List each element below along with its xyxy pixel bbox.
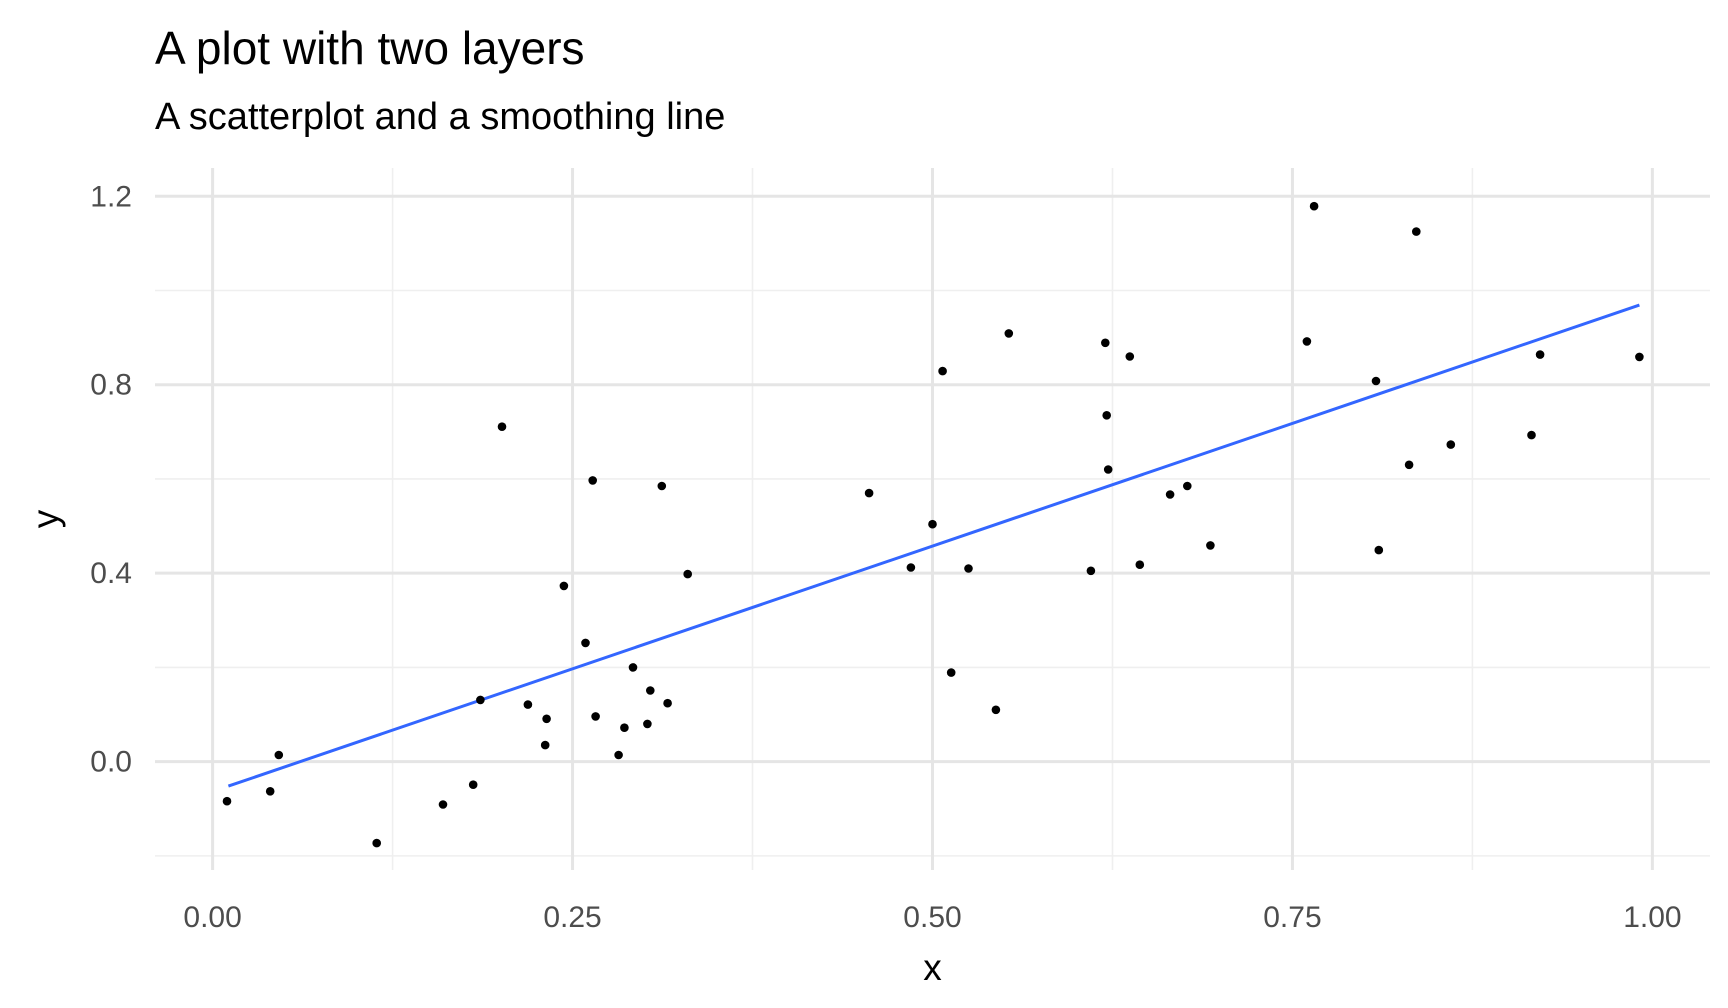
scatter-point	[1183, 481, 1192, 491]
x-tick-label: 0.00	[183, 901, 241, 934]
scatter-point	[1102, 411, 1111, 420]
scatter-point	[468, 780, 478, 789]
scatter-point	[1527, 430, 1536, 440]
scatter-point	[628, 663, 638, 672]
scatter-point	[559, 581, 569, 591]
scatter-point	[222, 796, 232, 806]
scatter-point	[1635, 352, 1644, 362]
scatter-point	[1086, 566, 1096, 576]
scatter-point	[1004, 329, 1014, 338]
scatter-point	[1535, 350, 1545, 359]
scatter-point	[476, 695, 485, 705]
scatter-point	[274, 750, 284, 760]
y-tick-label: 0.0	[90, 746, 132, 779]
scatter-point	[1446, 440, 1456, 449]
scatter-point	[588, 476, 597, 485]
scatter-point	[683, 569, 692, 579]
scatter-point	[946, 668, 956, 677]
scatter-point	[581, 638, 590, 648]
x-axis-title: x	[923, 947, 942, 988]
scatter-point	[265, 787, 275, 796]
scatter-point	[864, 488, 874, 498]
scatter-point	[906, 563, 916, 572]
scatter-point	[1404, 460, 1414, 470]
scatter-point	[1371, 376, 1381, 386]
scatter-point	[1103, 465, 1113, 474]
scatter-point	[991, 705, 1001, 715]
scatter-point	[1206, 541, 1215, 550]
y-tick-label: 0.4	[90, 557, 132, 590]
scatter-point	[1302, 337, 1312, 346]
scatter-point	[540, 740, 550, 750]
scatter-point	[1165, 490, 1175, 499]
chart-title: A plot with two layers	[155, 22, 585, 74]
chart-subtitle: A scatterplot and a smoothing line	[155, 96, 726, 138]
scatter-point	[1374, 545, 1384, 555]
scatter-point	[928, 519, 937, 529]
scatter-point	[542, 714, 551, 724]
scatter-point	[438, 800, 448, 809]
y-tick-label: 0.8	[90, 369, 132, 402]
x-tick-label: 0.50	[903, 901, 961, 934]
scatter-point	[1101, 338, 1110, 348]
scatter-point	[1412, 227, 1421, 236]
scatter-point	[643, 719, 652, 729]
scatter-point	[372, 838, 382, 848]
y-tick-label: 1.2	[90, 180, 132, 213]
data-layer	[222, 201, 1644, 848]
scatter-point	[646, 686, 655, 695]
y-axis-title: y	[25, 509, 66, 528]
scatter-point	[620, 723, 629, 732]
scatter-point	[523, 700, 533, 709]
x-tick-label: 0.25	[543, 901, 601, 934]
scatter-point	[497, 422, 507, 432]
scatter-point	[938, 366, 947, 376]
scatter-point	[1125, 352, 1135, 361]
axis-labels: 0.00 0.25 0.50 0.75 1.00 0.0 0.4 0.8 1.2 x y	[25, 180, 1682, 988]
smoothing-line	[227, 303, 1640, 788]
scatter-point	[614, 750, 623, 760]
scatter-point	[663, 698, 672, 708]
x-tick-label: 1.00	[1623, 901, 1681, 934]
scatter-point	[657, 481, 667, 491]
scatter-point	[591, 712, 600, 721]
scatter-point	[964, 564, 973, 573]
grid-lines	[155, 168, 1710, 870]
scatter-point	[1309, 201, 1319, 211]
x-tick-label: 0.75	[1263, 901, 1321, 934]
scatter-point	[1135, 560, 1145, 569]
